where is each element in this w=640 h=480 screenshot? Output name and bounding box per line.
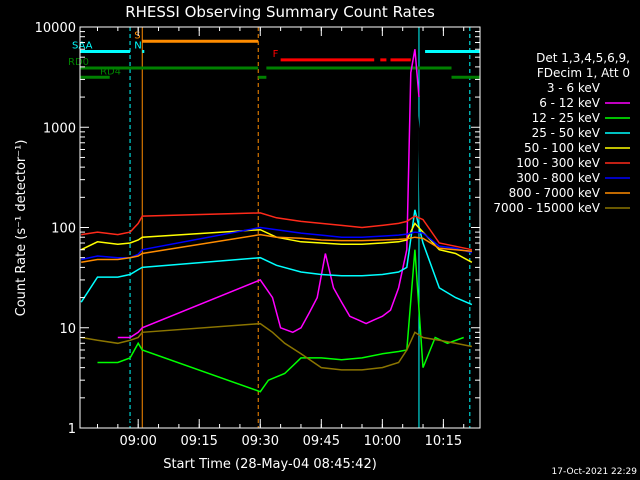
y-tick-label: 10000 [35, 21, 76, 36]
legend-label: 800 - 7000 keV [509, 186, 601, 200]
legend: Det 1,3,4,5,6,9,FDecim 1, Att 03 - 6 keV… [493, 51, 630, 215]
series-line [97, 249, 464, 393]
series-line [271, 79, 440, 429]
legend-label: 25 - 50 keV [532, 126, 601, 140]
flag-label-rd0: RD0 [68, 57, 89, 68]
series-line [81, 233, 472, 264]
legend-label: 7000 - 15000 keV [493, 201, 600, 215]
y-tick-label: 100 [51, 222, 76, 237]
axes: 1 10 100 1000 10000 09:00 09:15 09:30 09:45 10:00… [35, 21, 481, 449]
x-tick-label: 09:45 [303, 434, 340, 449]
flag-label-saa: SAA [72, 40, 93, 51]
x-tick-label: 09:15 [180, 434, 217, 449]
y-tick-label: 1000 [43, 121, 76, 136]
legend-label: 12 - 25 keV [532, 111, 601, 125]
y-tick-label: 10 [59, 322, 76, 337]
chart-title: RHESSI Observing Summary Count Rates [125, 3, 435, 21]
x-tick-label: 09:00 [119, 434, 156, 449]
flag-label-s: S [134, 30, 140, 41]
legend-label: 300 - 800 keV [516, 171, 600, 185]
legend-header: Det 1,3,4,5,6,9, [536, 51, 630, 65]
series-line [81, 322, 473, 371]
y-tick-label: 1 [68, 422, 76, 437]
x-tick-label: 10:15 [425, 434, 462, 449]
series-line [80, 222, 473, 263]
legend-label: 6 - 12 keV [539, 96, 601, 110]
y-axis-label: Count Rate (s⁻¹ detector⁻¹) [14, 140, 29, 317]
series-lines [80, 49, 473, 429]
legend-header: FDecim 1, Att 0 [537, 66, 630, 80]
x-tick-label: 09:30 [242, 434, 279, 449]
footer-timestamp: 17-Oct-2021 22:29 [552, 467, 638, 477]
legend-label: 50 - 100 keV [524, 141, 601, 155]
x-axis-label: Start Time (28-May-04 08:45:42) [163, 457, 377, 472]
flag-label-n: N [134, 40, 141, 51]
legend-label: 3 - 6 keV [547, 81, 601, 95]
series-line [117, 49, 420, 339]
flag-label-rd4: RD4 [100, 66, 121, 77]
series-line [81, 212, 473, 251]
legend-label: 100 - 300 keV [516, 156, 600, 170]
flag-label-f: F [273, 49, 279, 60]
x-tick-label: 10:00 [364, 434, 401, 449]
